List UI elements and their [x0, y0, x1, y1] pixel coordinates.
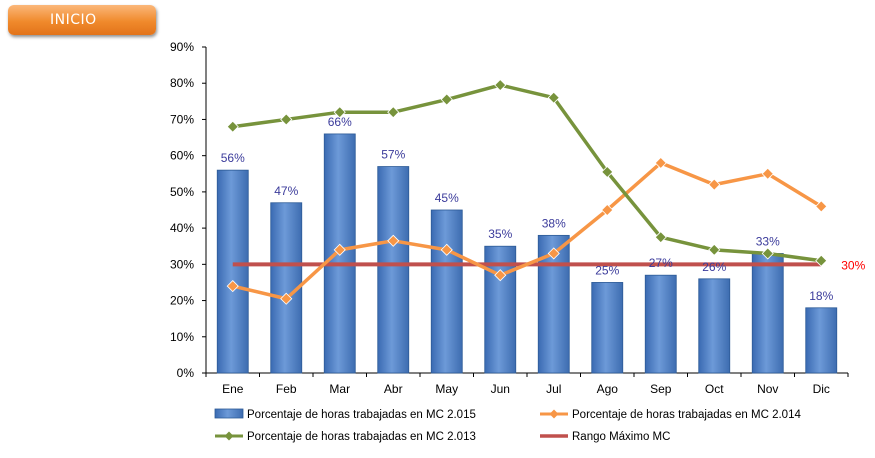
x-tick-label: May: [435, 382, 458, 396]
y-tick-label: 40%: [170, 221, 194, 235]
chart-axes: 0% 10% 20% 30% 40% 50% 60% 70% 80% 90% Ene Feb Mar Ab…: [170, 40, 849, 396]
bar: [751, 253, 784, 374]
line-point: [654, 156, 667, 169]
line-point: [226, 120, 239, 133]
line-point: [547, 247, 560, 260]
line-point: [333, 243, 346, 256]
line-point: [387, 234, 400, 247]
x-tick-label: Jun: [491, 382, 510, 396]
line-point: [708, 178, 721, 191]
y-tick-label: 50%: [170, 185, 194, 199]
x-tick-label: Ene: [222, 382, 244, 396]
bar-data-label: 45%: [435, 191, 459, 205]
data-labels: 56% 47% 66% 57% 45% 35% 38% 25% 27% 26% 33% 18%: [221, 115, 834, 303]
line-point: [815, 200, 828, 213]
inicio-label: INICIO: [50, 12, 97, 28]
bar-data-label: 66%: [328, 115, 352, 129]
series-line: [232, 161, 823, 301]
line-point: [333, 106, 346, 119]
bar: [484, 245, 517, 374]
line-point: [708, 243, 721, 256]
bar-data-label: 47%: [274, 184, 298, 198]
line-point: [601, 165, 614, 179]
bar-data-label: 38%: [542, 216, 566, 230]
inicio-button[interactable]: INICIO: [8, 5, 156, 35]
bar-data-label: 26%: [702, 260, 726, 274]
legend-label: Porcentaje de horas trabajadas en MC 2.0…: [247, 431, 476, 443]
threshold-label: 30%: [841, 258, 865, 272]
line-point: [654, 231, 667, 244]
line-point: [280, 292, 293, 305]
bar-data-label: 18%: [809, 289, 833, 303]
bar: [591, 282, 624, 374]
y-tick-label: 30%: [170, 257, 194, 271]
series-line: [232, 83, 822, 263]
line-point: [815, 254, 828, 267]
line-point: [547, 91, 560, 104]
x-tick-label: Oct: [705, 382, 724, 396]
bar-data-label: 25%: [595, 263, 619, 277]
y-tick-label: 10%: [170, 330, 194, 344]
y-tick-label: 70%: [170, 112, 194, 126]
line-point: [440, 243, 453, 256]
bar-data-label: 57%: [381, 148, 405, 162]
y-tick-label: 20%: [170, 294, 194, 308]
x-tick-label: Dic: [813, 382, 830, 396]
x-tick-label: Sep: [650, 382, 672, 396]
line-point: [440, 93, 453, 106]
bar: [377, 166, 410, 374]
legend-marker: [224, 431, 234, 441]
line-point: [387, 106, 400, 119]
bar: [216, 169, 249, 374]
line-series: [226, 78, 828, 305]
legend-swatch: [214, 408, 244, 419]
legend-marker: [549, 409, 559, 419]
line-point: [601, 203, 614, 217]
x-tick-label: Ago: [597, 382, 619, 396]
y-tick-label: 80%: [170, 76, 194, 90]
x-tick-label: Jul: [546, 382, 561, 396]
legend-label: Rango Máximo MC: [572, 431, 670, 443]
y-tick-label: 0%: [177, 366, 195, 380]
bar-data-label: 56%: [221, 151, 245, 165]
bar-data-label: 27%: [649, 256, 673, 270]
x-tick-label: Mar: [329, 382, 350, 396]
y-tick-label: 90%: [170, 40, 194, 54]
bar: [644, 274, 677, 374]
line-point: [761, 247, 774, 260]
x-tick-label: Abr: [384, 382, 403, 396]
bar-data-label: 35%: [488, 227, 512, 241]
legend-label: Porcentaje de horas trabajadas en MC 2.0…: [247, 409, 476, 421]
chart-legend: Porcentaje de horas trabajadas en MC 2.0…: [214, 408, 801, 443]
line-point: [761, 167, 774, 180]
bar: [805, 307, 838, 374]
line-point: [494, 78, 507, 92]
bar-data-label: 33%: [756, 234, 780, 248]
y-tick-label: 60%: [170, 149, 194, 163]
bar: [698, 278, 731, 374]
x-tick-label: Feb: [276, 382, 297, 396]
legend-label: Porcentaje de horas trabajadas en MC 2.0…: [572, 409, 801, 421]
line-point: [226, 280, 239, 293]
x-tick-label: Nov: [757, 382, 778, 396]
bar: [430, 209, 463, 374]
line-point: [280, 113, 293, 126]
line-point: [494, 269, 507, 282]
